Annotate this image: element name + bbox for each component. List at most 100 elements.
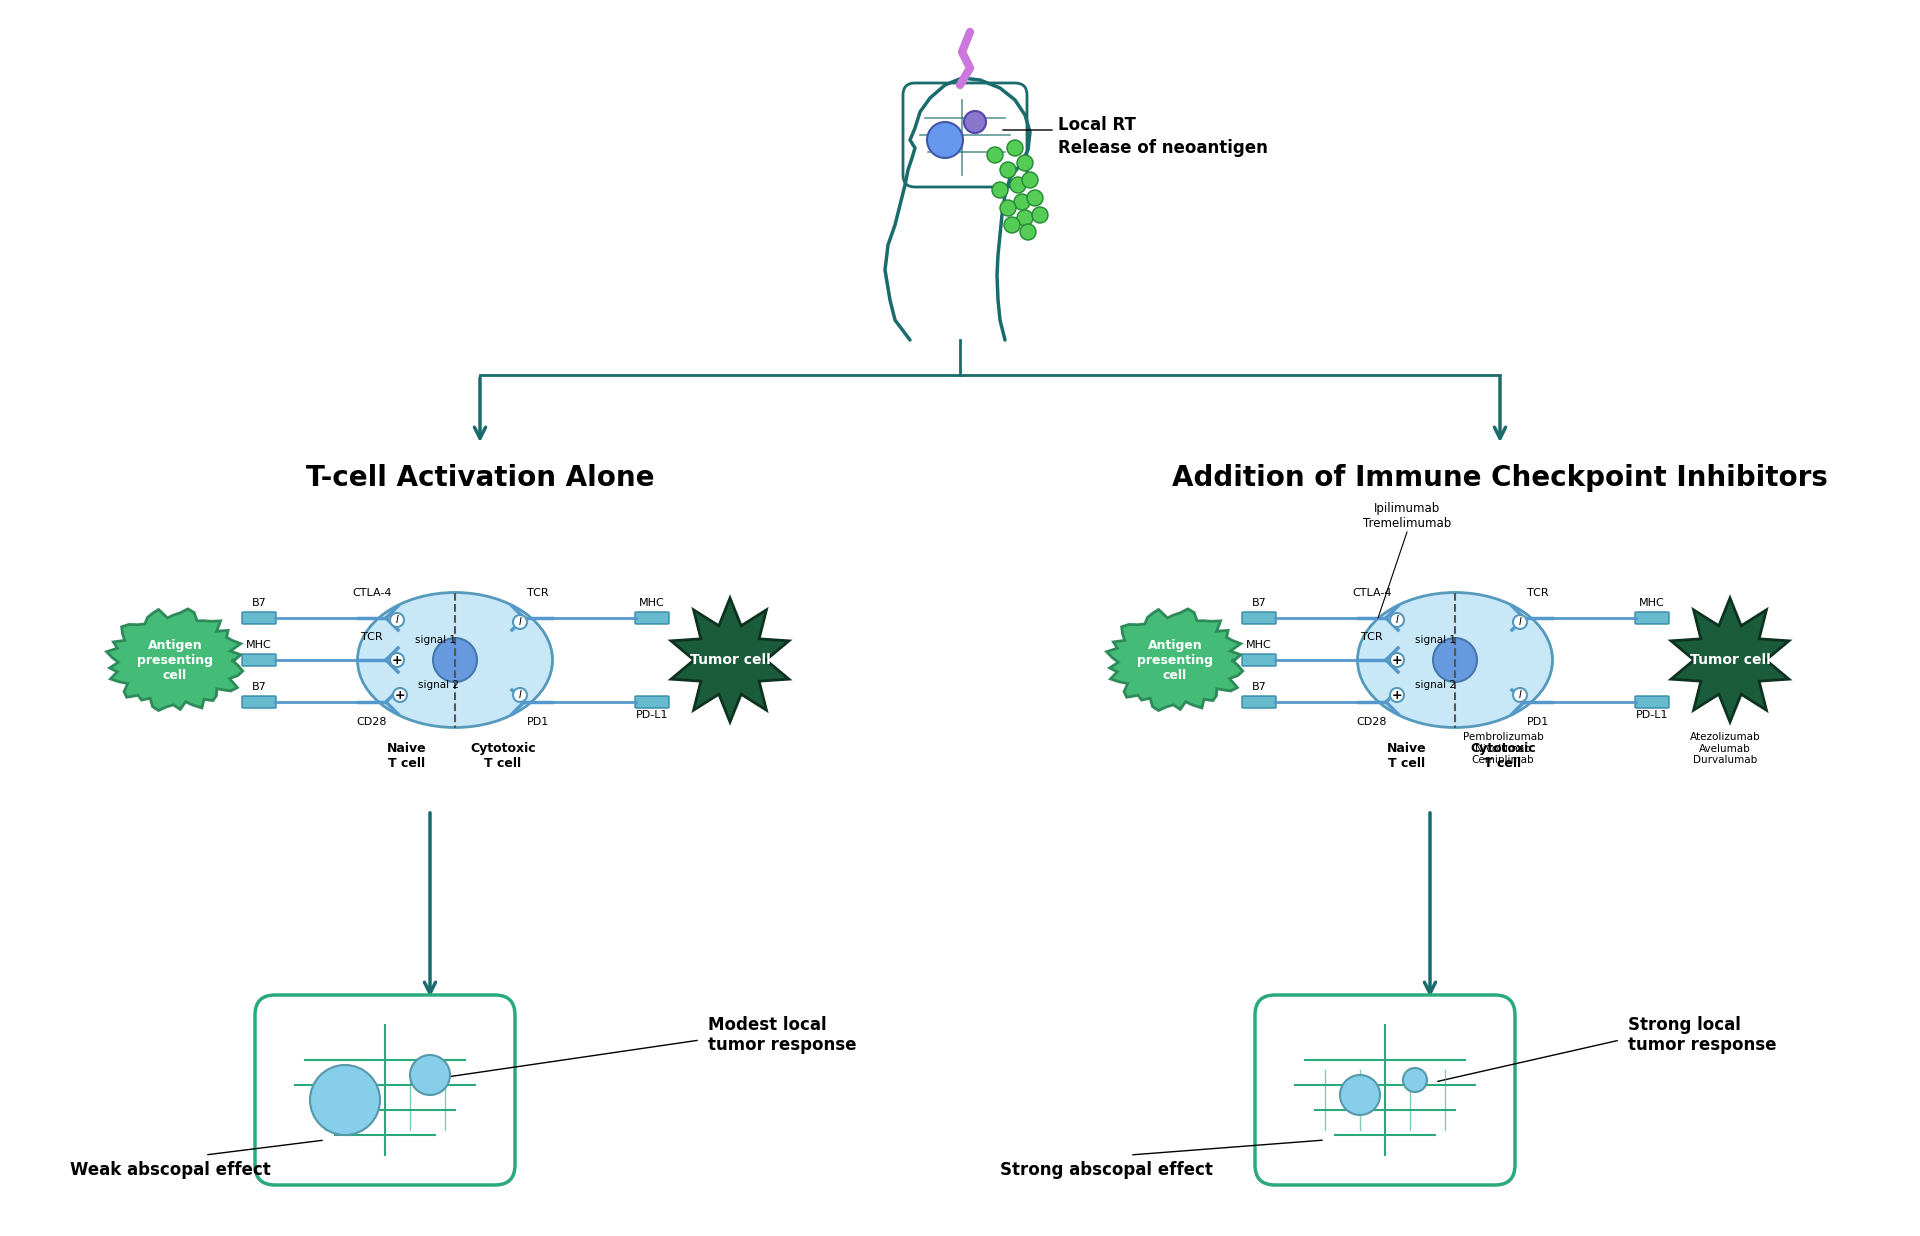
- Circle shape: [1390, 688, 1404, 702]
- Text: B7: B7: [1252, 682, 1267, 692]
- Text: CTLA-4: CTLA-4: [351, 588, 392, 598]
- Text: I: I: [518, 617, 522, 627]
- Circle shape: [927, 122, 964, 158]
- Text: signal 2: signal 2: [1415, 680, 1455, 690]
- Text: MHC: MHC: [1640, 598, 1665, 608]
- Ellipse shape: [357, 592, 553, 728]
- Circle shape: [1000, 162, 1016, 178]
- Circle shape: [390, 613, 403, 627]
- Text: Strong abscopal effect: Strong abscopal effect: [1000, 1161, 1213, 1179]
- Text: Atezolizumab
Avelumab
Durvalumab: Atezolizumab Avelumab Durvalumab: [1690, 732, 1761, 765]
- Text: Tumor cell: Tumor cell: [689, 653, 770, 667]
- Circle shape: [1018, 154, 1033, 171]
- Text: B7: B7: [1252, 598, 1267, 608]
- FancyBboxPatch shape: [1636, 696, 1668, 708]
- FancyBboxPatch shape: [1636, 612, 1668, 624]
- Text: Modest local
tumor response: Modest local tumor response: [708, 1016, 856, 1054]
- Text: CTLA-4: CTLA-4: [1352, 588, 1392, 598]
- Text: Weak abscopal effect: Weak abscopal effect: [69, 1161, 271, 1179]
- Text: B7: B7: [252, 682, 267, 692]
- Text: Cytotoxic
T cell: Cytotoxic T cell: [1471, 742, 1536, 770]
- Text: PD-L1: PD-L1: [636, 709, 668, 721]
- Text: I: I: [1519, 617, 1521, 627]
- Circle shape: [513, 616, 526, 629]
- Text: T-cell Activation Alone: T-cell Activation Alone: [305, 464, 655, 492]
- Circle shape: [993, 182, 1008, 198]
- Text: +: +: [1392, 688, 1402, 702]
- Text: +: +: [392, 654, 403, 666]
- Text: TCR: TCR: [361, 632, 382, 641]
- Circle shape: [1432, 638, 1476, 682]
- Text: I: I: [1519, 690, 1521, 700]
- Circle shape: [513, 688, 526, 702]
- FancyBboxPatch shape: [1242, 696, 1277, 708]
- Text: Addition of Immune Checkpoint Inhibitors: Addition of Immune Checkpoint Inhibitors: [1171, 464, 1828, 492]
- FancyBboxPatch shape: [242, 696, 276, 708]
- Text: TCR: TCR: [1361, 632, 1382, 641]
- Text: CD28: CD28: [1357, 717, 1388, 727]
- Text: Ipilimumab
Tremelimumab: Ipilimumab Tremelimumab: [1363, 502, 1452, 530]
- Text: Naive
T cell: Naive T cell: [1386, 742, 1427, 770]
- Text: PD1: PD1: [526, 717, 549, 727]
- Circle shape: [987, 147, 1002, 163]
- Circle shape: [1021, 172, 1039, 188]
- Text: MHC: MHC: [246, 640, 273, 650]
- Circle shape: [434, 638, 476, 682]
- Text: TCR: TCR: [1526, 588, 1549, 598]
- Text: Strong local
tumor response: Strong local tumor response: [1628, 1016, 1776, 1054]
- Text: Antigen
presenting
cell: Antigen presenting cell: [1137, 639, 1213, 681]
- Text: MHC: MHC: [639, 598, 664, 608]
- FancyBboxPatch shape: [1242, 612, 1277, 624]
- Circle shape: [309, 1065, 380, 1135]
- Circle shape: [411, 1056, 449, 1095]
- Circle shape: [1513, 616, 1526, 629]
- Ellipse shape: [1357, 592, 1553, 728]
- Circle shape: [390, 653, 403, 667]
- Text: CD28: CD28: [357, 717, 388, 727]
- Circle shape: [1018, 210, 1033, 226]
- Circle shape: [1404, 1068, 1427, 1091]
- Circle shape: [1014, 194, 1029, 210]
- FancyBboxPatch shape: [242, 654, 276, 666]
- FancyBboxPatch shape: [242, 612, 276, 624]
- Text: MHC: MHC: [1246, 640, 1271, 650]
- Circle shape: [1010, 177, 1025, 193]
- Circle shape: [1004, 218, 1020, 234]
- Text: Pembrolizumab
Nivolumab
Cemiplimab: Pembrolizumab Nivolumab Cemiplimab: [1463, 732, 1544, 765]
- Text: TCR: TCR: [528, 588, 549, 598]
- Circle shape: [1027, 190, 1043, 206]
- FancyBboxPatch shape: [636, 696, 668, 708]
- Text: I: I: [1396, 616, 1398, 625]
- Circle shape: [1020, 224, 1037, 240]
- Text: I: I: [518, 690, 522, 700]
- Text: +: +: [396, 688, 405, 702]
- Text: PD-L1: PD-L1: [1636, 709, 1668, 721]
- Circle shape: [964, 111, 987, 133]
- Text: Tumor cell: Tumor cell: [1690, 653, 1770, 667]
- Text: I: I: [396, 616, 399, 625]
- Circle shape: [1390, 653, 1404, 667]
- Text: B7: B7: [252, 598, 267, 608]
- Circle shape: [1513, 688, 1526, 702]
- FancyBboxPatch shape: [1242, 654, 1277, 666]
- Circle shape: [1340, 1075, 1380, 1115]
- Circle shape: [1000, 200, 1016, 216]
- Polygon shape: [1670, 598, 1789, 722]
- Polygon shape: [108, 609, 242, 711]
- Text: +: +: [1392, 654, 1402, 666]
- Text: Naive
T cell: Naive T cell: [388, 742, 426, 770]
- Text: Local RT: Local RT: [1058, 116, 1137, 133]
- Polygon shape: [1106, 609, 1242, 711]
- Polygon shape: [670, 598, 789, 722]
- Text: PD1: PD1: [1526, 717, 1549, 727]
- Circle shape: [394, 688, 407, 702]
- Text: signal 1: signal 1: [415, 635, 457, 645]
- Text: Release of neoantigen: Release of neoantigen: [1058, 138, 1267, 157]
- Text: Cytotoxic
T cell: Cytotoxic T cell: [470, 742, 536, 770]
- Text: Antigen
presenting
cell: Antigen presenting cell: [136, 639, 213, 681]
- Text: signal 2: signal 2: [419, 680, 459, 690]
- Circle shape: [1033, 206, 1048, 222]
- Circle shape: [1390, 613, 1404, 627]
- Circle shape: [1006, 140, 1023, 156]
- FancyBboxPatch shape: [636, 612, 668, 624]
